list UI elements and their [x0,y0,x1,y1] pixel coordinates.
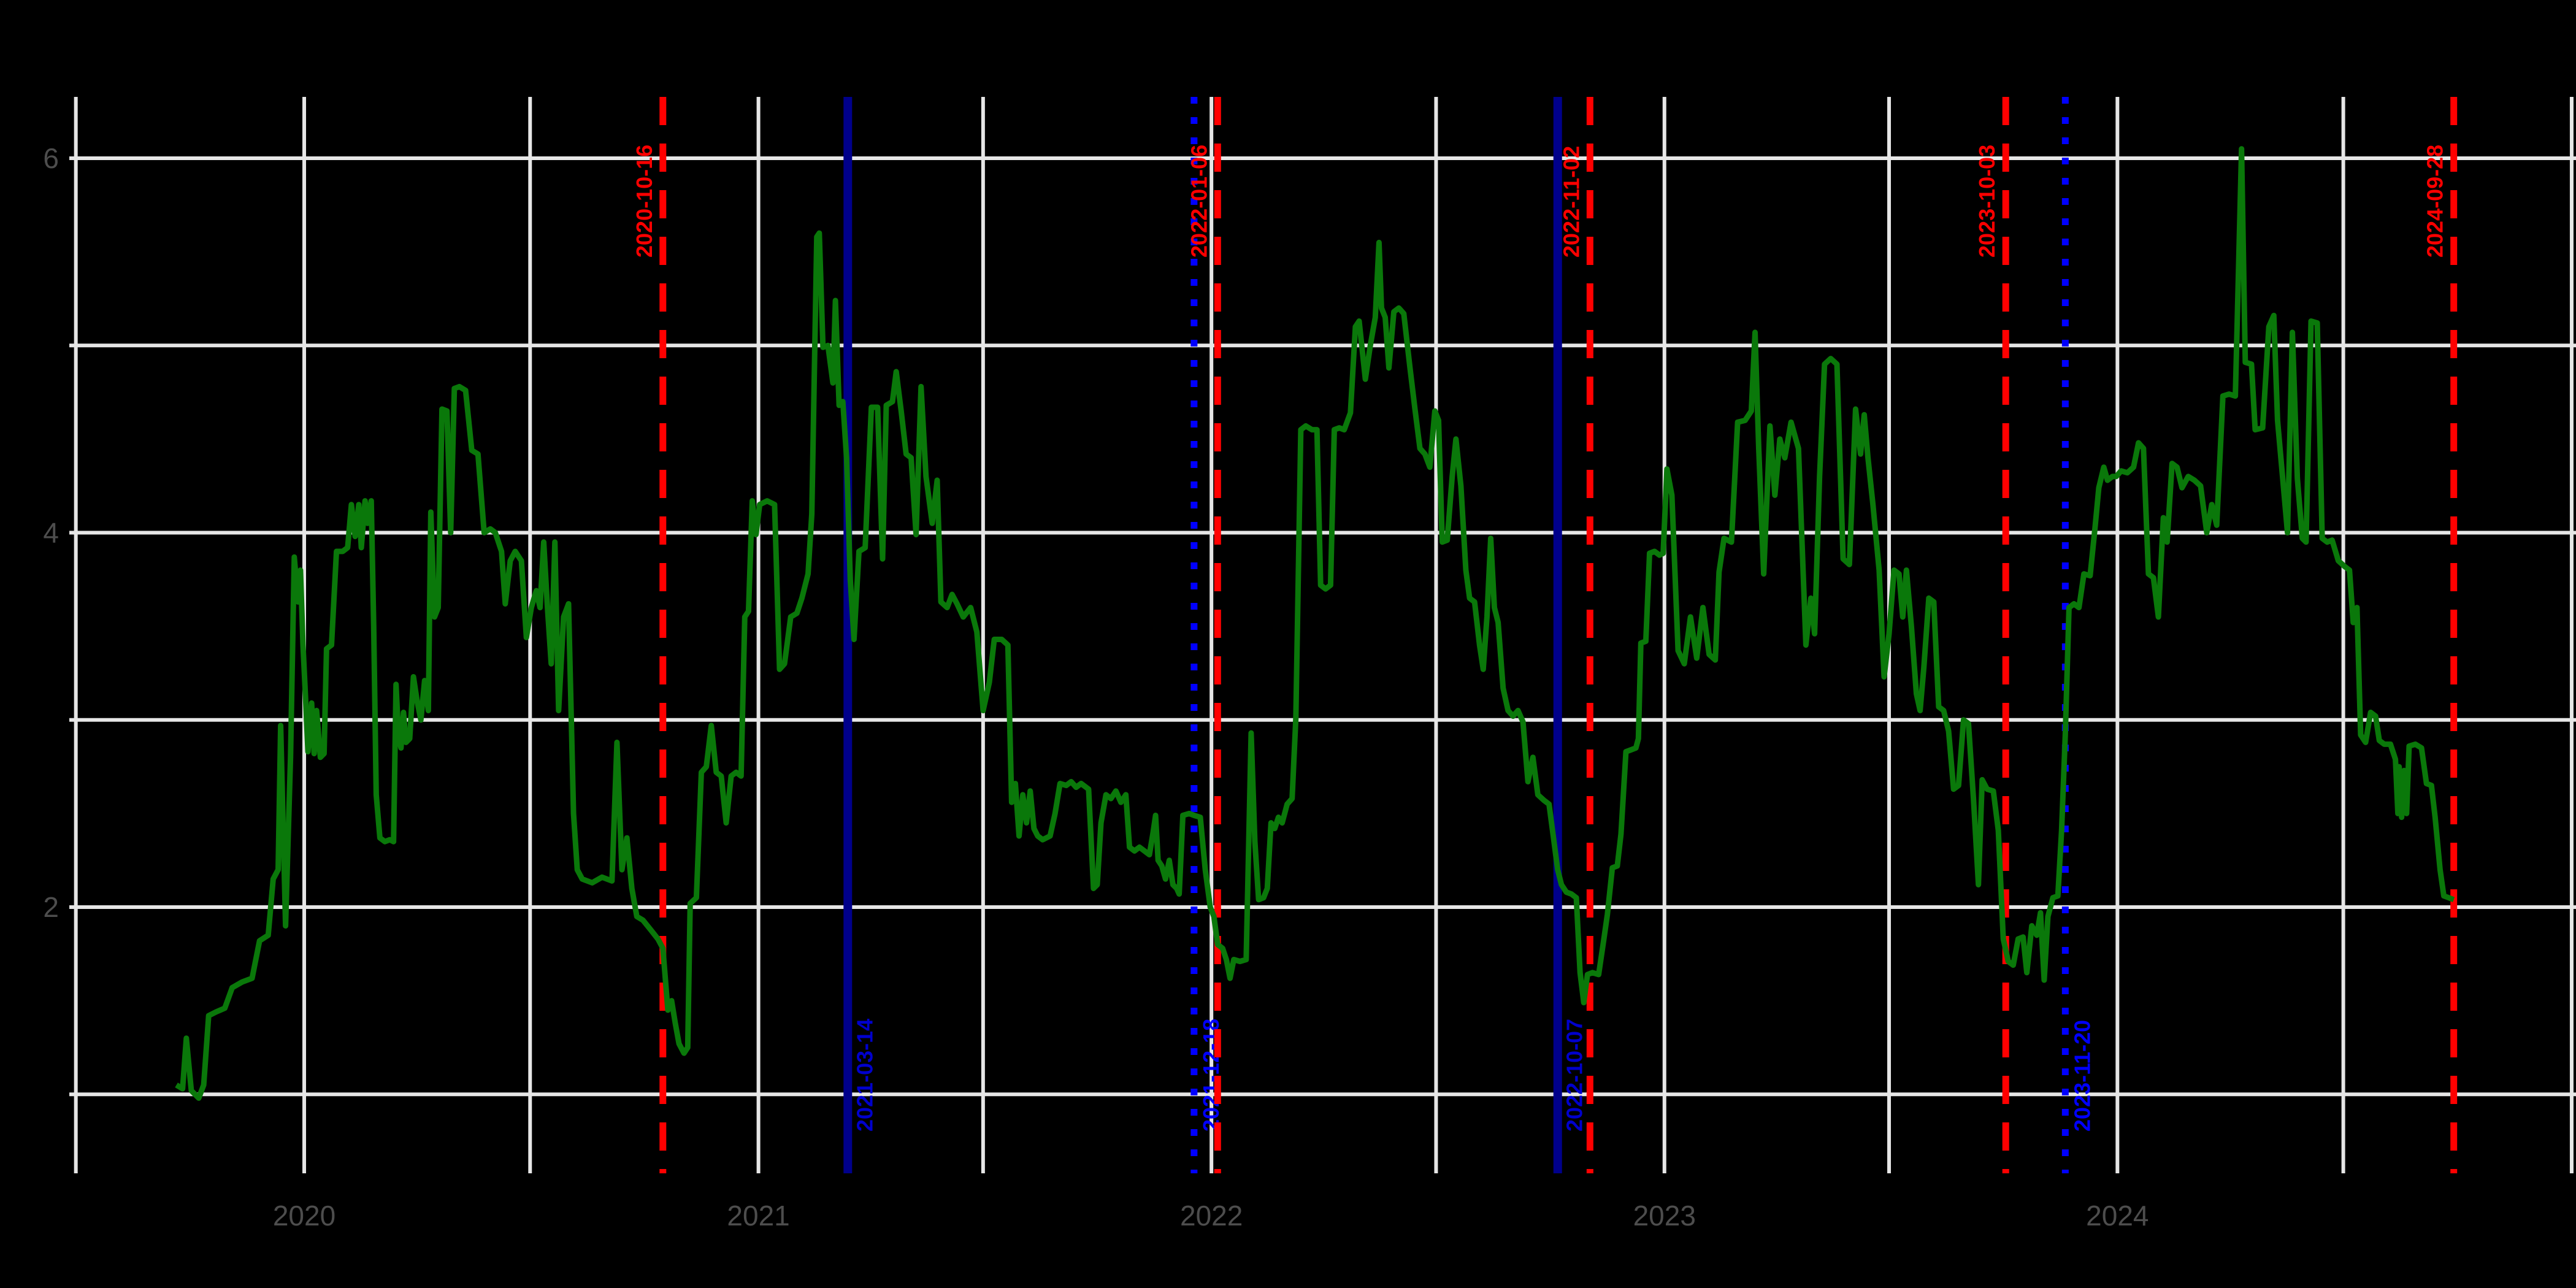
event-red-dashed-label: 2024-09-28 [2423,145,2448,258]
y-tick-label: 4 [43,517,59,549]
event-red-dashed-label: 2022-01-06 [1186,145,1211,258]
event-red-dashed-label: 2023-10-03 [1974,145,1999,258]
x-tick-label: 2022 [1180,1200,1243,1232]
x-tick-label: 2024 [2086,1200,2149,1232]
event-blue-solid-label: 2021-03-14 [852,1019,877,1132]
event-red-dashed-label: 2022-11-02 [1558,146,1584,258]
y-tick-label: 6 [43,142,59,174]
x-tick-label: 2023 [1633,1200,1696,1232]
y-tick-label: 2 [43,891,59,923]
event-red-dashed-label: 2020-10-16 [632,145,657,258]
green-price-series [175,146,2455,1101]
x-tick-label: 2021 [727,1200,789,1232]
event-blue-dotted-label: 2023-11-20 [2069,1020,2095,1132]
event-blue-solid-label: 2022-10-07 [1562,1019,1587,1132]
x-tick-label: 2020 [273,1200,335,1232]
